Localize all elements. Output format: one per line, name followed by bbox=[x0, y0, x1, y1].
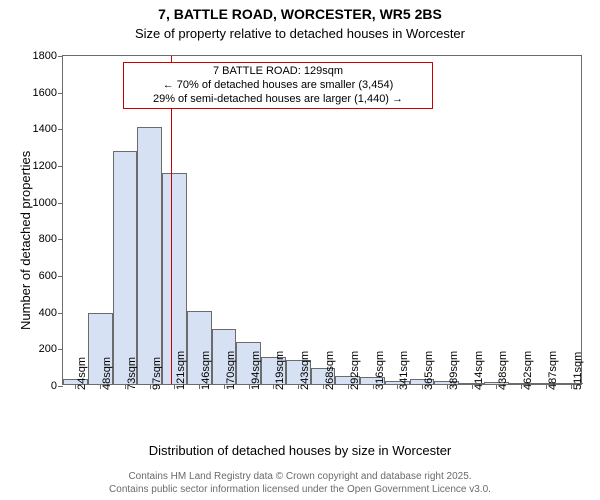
x-tick-label: 341sqm bbox=[394, 351, 410, 390]
chart-subtitle: Size of property relative to detached ho… bbox=[0, 26, 600, 41]
x-tick-label: 219sqm bbox=[270, 351, 286, 390]
chart-container: 7, BATTLE ROAD, WORCESTER, WR5 2BS Size … bbox=[0, 0, 600, 500]
annotation-box: 7 BATTLE ROAD: 129sqm← 70% of detached h… bbox=[123, 62, 433, 109]
x-tick-label: 316sqm bbox=[370, 351, 386, 390]
histogram-bar bbox=[137, 127, 162, 384]
x-tick-label: 438sqm bbox=[493, 351, 509, 390]
footer-line-1: Contains HM Land Registry data © Crown c… bbox=[0, 471, 600, 484]
x-axis-label: Distribution of detached houses by size … bbox=[0, 443, 600, 458]
x-tick-label: 170sqm bbox=[221, 351, 237, 390]
x-tick-label: 48sqm bbox=[97, 357, 113, 390]
histogram-bar bbox=[113, 151, 138, 384]
x-tick-label: 268sqm bbox=[320, 351, 336, 390]
y-tick-label: 1000 bbox=[33, 197, 63, 209]
x-tick-label: 194sqm bbox=[246, 351, 262, 390]
y-tick-label: 400 bbox=[39, 307, 63, 319]
x-tick-label: 389sqm bbox=[444, 351, 460, 390]
chart-title: 7, BATTLE ROAD, WORCESTER, WR5 2BS bbox=[0, 6, 600, 22]
y-tick-label: 200 bbox=[39, 343, 63, 355]
y-tick-label: 800 bbox=[39, 233, 63, 245]
annotation-line: ← 70% of detached houses are smaller (3,… bbox=[130, 79, 426, 93]
x-tick-label: 146sqm bbox=[196, 351, 212, 390]
y-axis-label: Number of detached properties bbox=[18, 151, 33, 330]
plot-area: 02004006008001000120014001600180024sqm48… bbox=[62, 55, 582, 385]
x-tick-label: 243sqm bbox=[295, 351, 311, 390]
y-tick-label: 1200 bbox=[33, 160, 63, 172]
x-tick-label: 121sqm bbox=[171, 351, 187, 390]
y-tick-label: 1800 bbox=[33, 50, 63, 62]
x-tick-label: 511sqm bbox=[568, 352, 584, 390]
y-tick-label: 600 bbox=[39, 270, 63, 282]
footer-attribution: Contains HM Land Registry data © Crown c… bbox=[0, 471, 600, 496]
annotation-line: 7 BATTLE ROAD: 129sqm bbox=[130, 65, 426, 79]
x-tick-label: 24sqm bbox=[72, 357, 88, 390]
x-tick-label: 414sqm bbox=[469, 351, 485, 390]
x-tick-label: 462sqm bbox=[518, 351, 534, 390]
y-tick-label: 0 bbox=[51, 380, 63, 392]
x-tick-label: 487sqm bbox=[543, 351, 559, 390]
x-tick-label: 365sqm bbox=[419, 351, 435, 390]
x-tick-label: 97sqm bbox=[147, 357, 163, 390]
x-tick-label: 73sqm bbox=[122, 357, 138, 390]
annotation-line: 29% of semi-detached houses are larger (… bbox=[130, 93, 426, 107]
footer-line-2: Contains public sector information licen… bbox=[0, 484, 600, 497]
y-tick-label: 1600 bbox=[33, 87, 63, 99]
y-tick-label: 1400 bbox=[33, 123, 63, 135]
x-tick-label: 292sqm bbox=[345, 351, 361, 390]
